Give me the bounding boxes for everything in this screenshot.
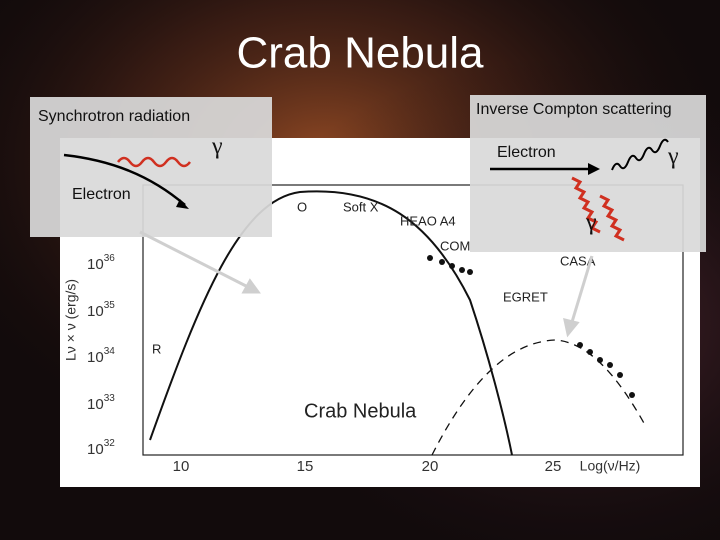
photon-wave [117, 156, 191, 168]
pointer-arrows [139, 230, 594, 338]
y-tick-label: 1036 [87, 253, 115, 273]
box-bg [30, 97, 272, 237]
plot-frame [142, 184, 684, 456]
electron-label: Electron [497, 144, 556, 161]
annotation: EGRET [503, 289, 548, 304]
tick-exp: 34 [104, 346, 116, 357]
slide-title: Crab Nebula [236, 29, 484, 78]
annotation: CASA [560, 253, 596, 268]
annotation: HEAO A4 [400, 213, 456, 228]
arrowhead [563, 317, 580, 338]
compton-curve [431, 339, 646, 456]
tick-base: 10 [87, 441, 104, 458]
y-tick-label: 1034 [87, 346, 115, 366]
plot-name: Crab Nebula [304, 400, 417, 422]
y-tick-label: 1033 [87, 393, 115, 413]
x-tick-label: 15 [297, 458, 314, 475]
annotation: Soft X [343, 199, 379, 214]
x-tick-label: 25 [545, 458, 562, 475]
photon-wave [599, 194, 625, 242]
box-title: Inverse Compton scattering [476, 101, 672, 118]
y-tick-label: 1035 [87, 300, 115, 320]
electron-label: Electron [72, 186, 131, 203]
photon-wave [571, 176, 601, 234]
data-points [427, 255, 635, 398]
synchrotron-box: Synchrotron radiation γ Electron [30, 97, 272, 237]
x-tick-label: 10 [173, 458, 190, 475]
x-axis-label: Log(ν/Hz) [580, 458, 641, 474]
arrowhead [241, 278, 261, 294]
tick-exp: 35 [104, 300, 116, 311]
y-tick-label: 1032 [87, 438, 115, 458]
gamma: γ [667, 144, 679, 170]
tick-exp: 33 [104, 393, 116, 404]
x-tick-label: 20 [422, 458, 439, 475]
pointer [570, 255, 594, 323]
gamma: γ [585, 210, 597, 236]
tick-base: 10 [87, 349, 104, 366]
electron-path [63, 153, 186, 206]
tick-base: 10 [87, 303, 104, 320]
arrowhead [588, 163, 600, 175]
tick-base: 10 [87, 396, 104, 413]
tick-exp: 36 [104, 253, 116, 264]
annotation: O [297, 199, 307, 214]
annotation: COM [440, 238, 470, 253]
pointer [139, 230, 249, 289]
tick-base: 10 [87, 256, 104, 273]
tick-exp: 32 [104, 438, 116, 449]
photon-wave [611, 138, 669, 171]
compton-box: Inverse Compton scattering Electron γ γ [470, 95, 706, 252]
arrowhead [176, 199, 189, 209]
annotation: R [152, 341, 161, 356]
box-title: Synchrotron radiation [38, 108, 190, 125]
y-axis-label: Lν × ν (erg/s) [63, 279, 79, 361]
gamma: γ [211, 134, 223, 160]
